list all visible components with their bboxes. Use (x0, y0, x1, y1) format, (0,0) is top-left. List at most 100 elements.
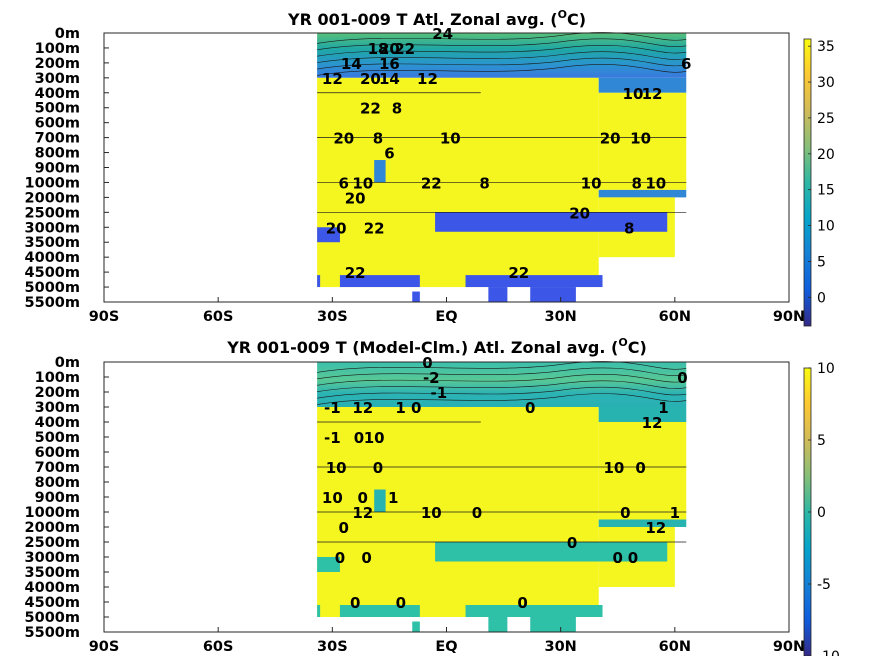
ocean-patch (374, 489, 386, 512)
y-tick-label: 600m (35, 116, 80, 132)
contour-label: -1 (324, 429, 341, 447)
x-tick-label: 60S (203, 309, 234, 325)
contour-label: 12 (352, 399, 373, 417)
deep-ocean-band (412, 621, 420, 632)
y-tick-label: 0m (55, 26, 80, 42)
contour-label: 0 (335, 549, 345, 567)
y-tick-label: 100m (35, 370, 80, 386)
x-tick-label: 90N (773, 309, 805, 325)
y-tick-label: 600m (35, 445, 80, 461)
contour-label: 20 (379, 40, 400, 58)
contour-label: 1 0 (395, 399, 421, 417)
contour-label: 0 (472, 504, 482, 522)
deep-ocean-band (530, 617, 576, 632)
deep-ocean-band (465, 275, 603, 288)
contour-label: 10 (630, 130, 651, 148)
y-tick-label: 500m (35, 101, 80, 117)
contour-label: 0 (339, 519, 349, 537)
contour-label: 20 (333, 130, 354, 148)
contour-label: 12 (417, 70, 438, 88)
y-tick-label: 100m (35, 41, 80, 57)
contour-label: 8 (392, 100, 402, 118)
colorbar-tick-label: 10 (817, 219, 835, 235)
colorbar-tick-label: -5 (817, 577, 831, 593)
y-tick-label: 4500m (25, 595, 80, 611)
y-tick-label: 1000m (25, 505, 80, 521)
x-tick-label: EQ (435, 639, 457, 655)
x-tick-label: EQ (435, 309, 457, 325)
deep-ocean-band (435, 212, 668, 232)
contour-label: 8 (632, 174, 642, 192)
contour-label: 22 (394, 40, 415, 58)
y-tick-label: 4000m (25, 580, 80, 596)
contour-label: -1 (324, 399, 341, 417)
contour-label: 20 (600, 130, 621, 148)
panel-top-title: YR 001-009 T Atl. Zonal avg. (OC) (287, 8, 586, 29)
ocean-patch (598, 407, 687, 422)
y-tick-label: 4000m (25, 250, 80, 266)
deep-ocean-band (317, 275, 321, 288)
contour-line (317, 361, 687, 373)
contour-label: 8 (624, 219, 634, 237)
colorbar-tick-label: -10 (817, 649, 840, 656)
contour-label: 0 (677, 369, 687, 387)
contour-label: 20 (569, 204, 590, 222)
deep-ocean-band (339, 605, 420, 617)
contour-label: -1 (431, 384, 448, 402)
contour-label: 14 (341, 55, 362, 73)
y-tick-label: 500m (35, 430, 80, 446)
contour-line (317, 32, 687, 44)
y-tick-label: 2500m (25, 535, 80, 551)
colorbar-tick-label: 0 (817, 290, 826, 306)
panel-top: YR 001-009 T Atl. Zonal avg. (OC) 242220… (25, 8, 835, 327)
contour-label: 24 (432, 25, 453, 43)
ocean-patch (598, 519, 687, 527)
contour-label: 16 (379, 55, 400, 73)
contour-label: 14 (379, 70, 400, 88)
contour-label: 20 (326, 219, 347, 237)
x-tick-label: 30S (317, 639, 348, 655)
y-tick-label: 400m (35, 86, 80, 102)
deep-ocean-band (317, 227, 340, 243)
contour-label: 22 (364, 219, 385, 237)
contour-label: 10 (604, 459, 625, 477)
deep-ocean-band (488, 617, 508, 632)
y-tick-label: 2500m (25, 205, 80, 221)
contour-label: 0 (635, 459, 645, 477)
contour-line (317, 51, 687, 63)
contour-label: 10 (352, 174, 373, 192)
contour-label: 6 (681, 55, 691, 73)
masked-region (598, 92, 687, 190)
y-tick-label: 5000m (25, 280, 80, 296)
contour-label: 0 (373, 459, 383, 477)
x-tick-label: 30N (545, 309, 577, 325)
contour-line (317, 367, 687, 380)
contour-label: 1 (658, 399, 668, 417)
contour-label: 10 (364, 429, 385, 447)
x-tick-label: 60N (659, 309, 691, 325)
deep-ocean-band (412, 291, 420, 302)
contour-label: 22 (345, 264, 366, 282)
ocean-patch (598, 189, 687, 198)
deep-ocean-band (435, 542, 668, 562)
colorbar (803, 38, 812, 327)
x-tick-label: 30S (317, 309, 348, 325)
colorbar-tick-label: 30 (817, 75, 835, 91)
contour-label: 1 (670, 504, 680, 522)
deep-ocean-band (488, 287, 508, 302)
contour-label: 12 (642, 414, 663, 432)
deep-ocean-band (317, 557, 340, 572)
contour-label: 12 (322, 70, 343, 88)
deep-ocean-band (339, 275, 420, 288)
contour-label: 0 (422, 354, 432, 372)
panel-bottom: YR 001-009 T (Model-Clm.) Atl. Zonal avg… (25, 336, 840, 656)
colorbar-tick-label: 35 (817, 39, 835, 55)
y-tick-label: 5000m (25, 610, 80, 626)
y-tick-label: 2000m (25, 520, 80, 536)
y-tick-label: 5500m (25, 295, 80, 311)
y-tick-label: 400m (35, 415, 80, 431)
contour-label: 0 (620, 504, 630, 522)
contour-line (317, 64, 687, 76)
y-tick-label: 3000m (25, 550, 80, 566)
y-tick-label: 800m (35, 475, 80, 491)
